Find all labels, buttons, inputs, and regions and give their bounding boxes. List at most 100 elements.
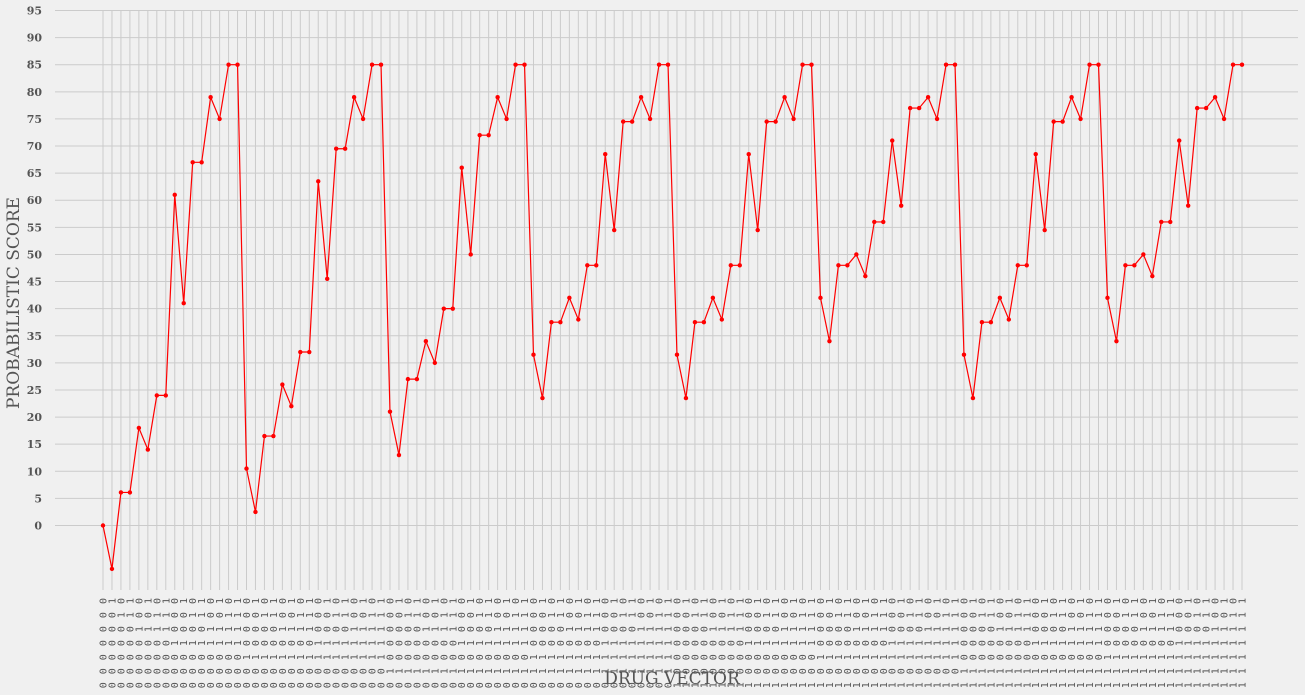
data-point [118,490,124,495]
data-point [369,62,375,67]
x-tick-label: 0 1 1 0 0 0 1 [538,597,549,688]
x-tick-label: 0 1 0 1 1 1 1 [520,597,531,688]
x-tick-label: 1 1 1 1 0 0 1 [1184,597,1195,688]
data-point [136,425,142,431]
x-tick-label: 1 1 0 1 1 1 1 [1094,597,1105,688]
x-tick-label: 0 1 1 0 0 0 0 [529,597,540,688]
data-point [890,138,895,143]
y-tick-label: 75 [27,113,42,126]
x-tick-label: 1 0 1 0 1 0 1 [861,597,872,688]
data-point [943,62,949,67]
data-point [638,95,644,100]
x-tick-label: 1 1 0 1 0 1 0 [1049,597,1060,688]
x-tick-label: 1 1 0 0 0 1 0 [977,597,988,688]
x-tick-label: 1 0 1 1 1 1 0 [942,597,953,688]
x-tick-label: 0 0 1 1 0 1 1 [341,597,352,688]
x-tick-label: 1 1 1 1 1 0 1 [1220,597,1231,688]
data-point [289,404,294,409]
data-point [450,306,455,311]
data-point [477,132,482,138]
x-tick-label: 0 0 0 0 1 1 0 [152,597,163,688]
data-point [342,146,348,151]
data-point [934,116,940,122]
x-tick-label: 1 1 0 1 1 0 0 [1067,597,1078,688]
data-point [898,203,904,208]
x-tick-label: 1 1 1 0 1 1 1 [1166,597,1177,688]
data-point [468,252,473,257]
data-point [1114,338,1119,344]
x-tick-label: 0 0 1 0 0 1 0 [260,597,271,688]
x-tick-label: 0 0 1 1 1 1 1 [377,597,388,688]
x-tick-label: 0 0 1 1 1 0 1 [359,597,370,688]
x-tick-label: 1 0 0 1 0 0 0 [744,597,755,688]
data-point [746,151,751,157]
x-tick-label: 1 0 1 0 0 0 0 [816,597,827,688]
data-point [881,219,886,225]
data-point [916,105,922,111]
data-point [692,320,698,325]
data-point [441,306,447,311]
data-point [549,320,554,325]
x-tick-label: 0 0 1 0 1 0 1 [287,597,298,688]
x-tick-label: 0 0 1 0 1 1 0 [296,597,307,688]
data-point [585,263,590,268]
x-tick-label: 1 0 1 1 0 1 1 [915,597,926,688]
data-point [558,320,563,325]
x-tick-label: 0 0 0 0 0 1 0 [116,597,127,688]
data-point [109,566,115,572]
data-point [405,376,411,382]
data-point [647,116,653,122]
data-point [271,433,276,439]
data-point [1212,95,1218,100]
x-tick-label: 0 0 1 0 0 0 1 [251,597,262,688]
x-tick-label: 0 1 1 1 0 1 1 [628,597,639,688]
x-tick-label: 1 0 0 1 1 0 0 [780,597,791,688]
x-tick-label: 0 1 1 1 1 0 1 [646,597,657,688]
y-tick-label: 35 [27,330,42,343]
x-tick-label: 1 1 1 0 1 0 0 [1139,597,1150,688]
x-tick-label: 0 0 0 1 1 0 0 [206,597,217,688]
x-tick-label: 1 1 1 1 1 0 0 [1211,597,1222,688]
y-tick-label: 60 [27,194,43,207]
data-point [495,95,500,100]
data-point [432,360,438,366]
data-point [1168,219,1173,225]
data-point [764,119,769,124]
data-point [1087,62,1092,67]
data-point [1185,203,1191,208]
x-tick-label: 1 1 0 0 0 0 0 [959,597,970,688]
data-point [244,466,249,471]
x-tick-label: 1 1 0 1 0 0 0 [1031,597,1042,688]
data-point [423,338,429,344]
x-tick-label: 0 0 1 1 0 0 0 [314,597,325,688]
data-point [181,301,186,306]
data-point [325,276,330,282]
x-tick-label: 1 0 0 0 0 0 1 [681,597,692,688]
x-tick-label: 1 1 1 1 1 1 0 [1229,597,1240,688]
x-tick-label: 0 0 0 0 1 0 0 [134,597,145,688]
x-tick-label: 0 1 1 0 0 1 0 [547,597,558,688]
data-point [1239,62,1245,67]
data-point [396,452,402,458]
y-tick-label: 0 [34,520,42,533]
data-point [674,352,680,357]
data-point [172,192,177,198]
data-point [800,62,805,67]
x-tick-label: 1 1 1 1 0 1 1 [1202,597,1213,688]
x-tick-label: 1 0 0 0 0 0 0 [672,597,683,688]
y-tick-label: 70 [27,140,43,153]
data-point [253,509,258,515]
data-point [1024,263,1029,268]
x-tick-label: 0 1 1 1 1 0 0 [637,597,648,688]
x-tick-label: 1 1 0 0 1 0 1 [1004,597,1015,688]
data-point [1051,119,1056,124]
x-tick-label: 0 0 0 1 0 1 1 [197,597,208,688]
x-tick-label: 1 0 1 0 1 0 0 [852,597,863,688]
data-point [620,119,626,124]
data-point [459,165,464,170]
data-point [531,352,536,357]
x-tick-label: 1 0 0 1 1 1 1 [807,597,818,688]
x-tick-label: 1 1 1 0 1 1 0 [1157,597,1168,688]
x-tick-label: 1 1 1 0 0 1 1 [1130,597,1141,688]
